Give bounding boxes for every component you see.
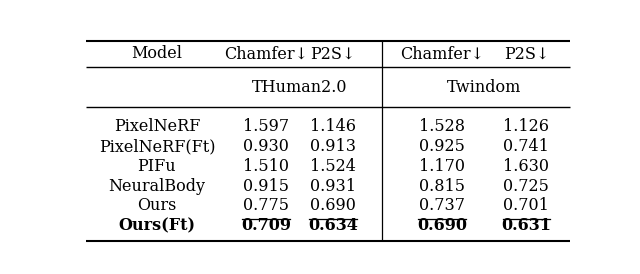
Text: 1.510: 1.510 xyxy=(243,158,289,175)
Text: PixelNeRF(Ft): PixelNeRF(Ft) xyxy=(99,138,215,155)
Text: 1.146: 1.146 xyxy=(310,118,356,135)
Text: 0.709: 0.709 xyxy=(241,217,291,234)
Text: Ours(Ft): Ours(Ft) xyxy=(118,217,195,234)
Text: Twindom: Twindom xyxy=(447,79,522,96)
Text: 1.597: 1.597 xyxy=(243,118,289,135)
Text: 0.931: 0.931 xyxy=(310,178,356,195)
Text: 0.925: 0.925 xyxy=(419,138,465,155)
Text: 0.913: 0.913 xyxy=(310,138,356,155)
Text: 0.737: 0.737 xyxy=(419,197,465,214)
Text: 0.915: 0.915 xyxy=(243,178,289,195)
Text: 1.630: 1.630 xyxy=(504,158,549,175)
Text: P2S↓: P2S↓ xyxy=(310,45,356,62)
Text: 0.930: 0.930 xyxy=(243,138,289,155)
Text: 0.775: 0.775 xyxy=(243,197,289,214)
Text: Model: Model xyxy=(131,45,182,62)
Text: 1.524: 1.524 xyxy=(310,158,356,175)
Text: 0.741: 0.741 xyxy=(504,138,549,155)
Text: PixelNeRF: PixelNeRF xyxy=(114,118,200,135)
Text: 0.690: 0.690 xyxy=(310,197,356,214)
Text: Chamfer↓: Chamfer↓ xyxy=(224,45,308,62)
Text: 0.631: 0.631 xyxy=(501,217,552,234)
Text: 0.634: 0.634 xyxy=(308,217,358,234)
Text: 1.528: 1.528 xyxy=(419,118,465,135)
Text: 1.126: 1.126 xyxy=(504,118,549,135)
Text: 0.701: 0.701 xyxy=(504,197,549,214)
Text: 0.815: 0.815 xyxy=(419,178,465,195)
Text: Chamfer↓: Chamfer↓ xyxy=(400,45,484,62)
Text: Ours: Ours xyxy=(137,197,177,214)
Text: NeuralBody: NeuralBody xyxy=(108,178,205,195)
Text: P2S↓: P2S↓ xyxy=(504,45,549,62)
Text: 0.725: 0.725 xyxy=(504,178,549,195)
Text: 0.690: 0.690 xyxy=(417,217,467,234)
Text: 1.170: 1.170 xyxy=(419,158,465,175)
Text: PIFu: PIFu xyxy=(138,158,176,175)
Text: THuman2.0: THuman2.0 xyxy=(252,79,348,96)
